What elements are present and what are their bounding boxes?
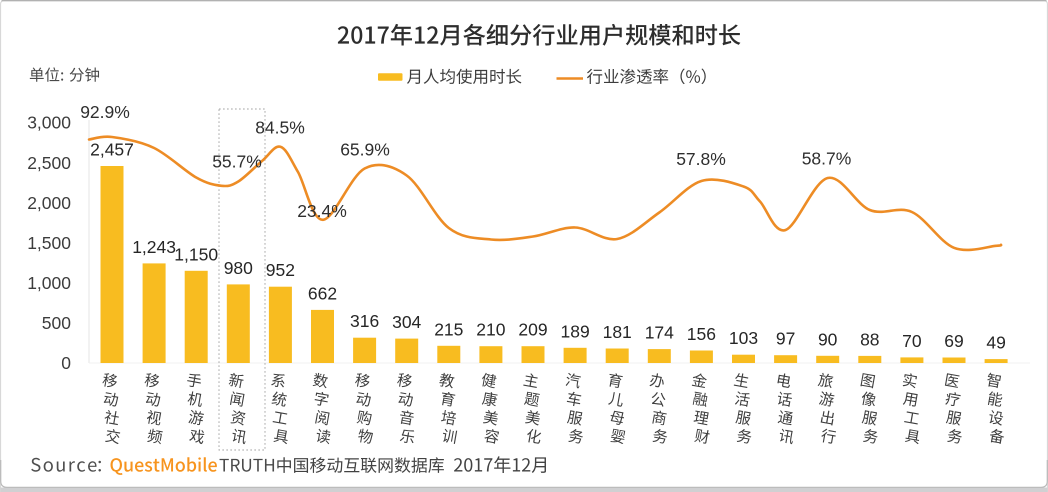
svg-text:49: 49 bbox=[986, 333, 1005, 353]
svg-text:92.9%: 92.9% bbox=[80, 102, 130, 122]
svg-text:1,150: 1,150 bbox=[174, 244, 218, 264]
svg-text:97: 97 bbox=[776, 329, 795, 349]
svg-text:156: 156 bbox=[687, 324, 716, 344]
svg-text:23.4%: 23.4% bbox=[297, 201, 347, 221]
svg-text:1,500: 1,500 bbox=[27, 233, 71, 253]
svg-text:2,500: 2,500 bbox=[27, 153, 71, 173]
svg-text:84.5%: 84.5% bbox=[255, 117, 305, 137]
svg-text:57.8%: 57.8% bbox=[676, 149, 726, 169]
svg-text:952: 952 bbox=[266, 260, 295, 280]
svg-text:58.7%: 58.7% bbox=[802, 148, 852, 168]
svg-text:0: 0 bbox=[61, 353, 71, 373]
svg-text:2,000: 2,000 bbox=[27, 193, 71, 213]
svg-text:209: 209 bbox=[518, 320, 547, 340]
svg-text:662: 662 bbox=[308, 283, 337, 303]
svg-text:3,000: 3,000 bbox=[27, 113, 71, 133]
svg-text:1,000: 1,000 bbox=[27, 273, 71, 293]
svg-text:65.9%: 65.9% bbox=[340, 139, 390, 159]
svg-text:174: 174 bbox=[645, 323, 674, 343]
svg-text:304: 304 bbox=[392, 312, 421, 332]
svg-text:69: 69 bbox=[944, 331, 963, 351]
svg-text:500: 500 bbox=[42, 313, 71, 333]
svg-text:980: 980 bbox=[224, 258, 253, 278]
svg-text:70: 70 bbox=[902, 331, 922, 351]
svg-text:90: 90 bbox=[818, 329, 838, 349]
svg-text:210: 210 bbox=[476, 320, 505, 340]
svg-text:1,243: 1,243 bbox=[132, 237, 176, 257]
svg-text:2,457: 2,457 bbox=[90, 140, 134, 160]
svg-text:189: 189 bbox=[560, 321, 589, 341]
svg-text:181: 181 bbox=[603, 322, 632, 342]
svg-text:316: 316 bbox=[350, 311, 379, 331]
svg-text:103: 103 bbox=[729, 328, 758, 348]
svg-text:215: 215 bbox=[434, 319, 463, 339]
svg-text:88: 88 bbox=[860, 329, 879, 349]
svg-text:55.7%: 55.7% bbox=[212, 151, 262, 171]
